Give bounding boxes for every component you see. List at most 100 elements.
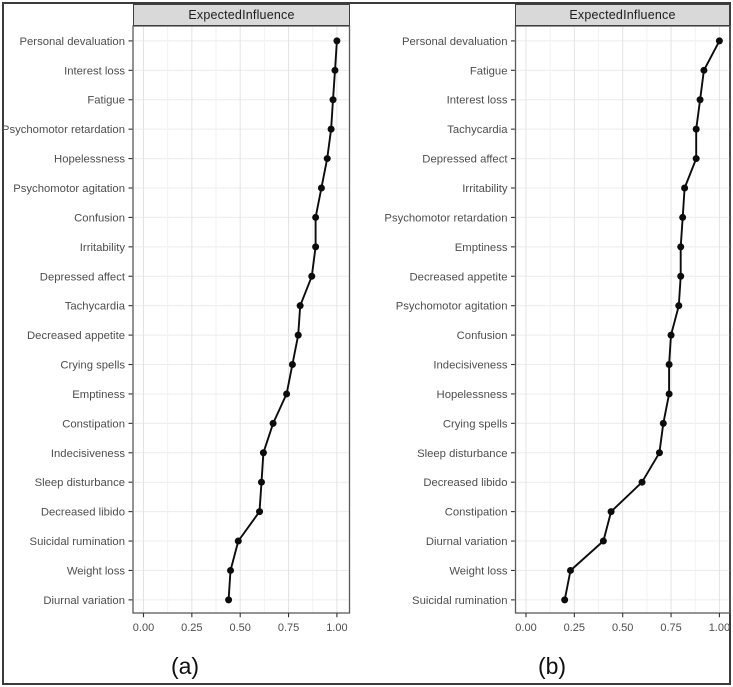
category-label: Psychomotor agitation <box>13 183 125 195</box>
category-label: Weight loss <box>449 565 508 577</box>
category-label: Irritability <box>462 183 508 195</box>
category-label: Constipation <box>445 507 508 519</box>
category-label: Indecisiveness <box>51 448 125 460</box>
category-label: Hopelessness <box>437 389 508 401</box>
facet-strip-b-title: ExpectedInfluence <box>569 8 676 22</box>
data-point <box>333 37 341 45</box>
data-point <box>607 508 615 516</box>
data-point <box>331 66 339 74</box>
panel-b-plot: Personal devaluation Fatigue Interest loss… <box>384 25 731 634</box>
data-point <box>679 213 687 221</box>
category-label: Hopelessness <box>54 154 125 166</box>
data-line <box>227 40 338 600</box>
data-point <box>692 155 700 163</box>
data-point <box>225 596 233 604</box>
x-tick-label: 0.25 <box>564 622 585 634</box>
category-label: Confusion <box>74 212 125 224</box>
data-point <box>700 66 708 74</box>
data-point <box>327 125 335 133</box>
panel-border <box>132 25 351 614</box>
data-point <box>317 184 325 192</box>
data-point <box>257 478 265 486</box>
category-label: Fatigue <box>470 65 508 77</box>
category-label: Crying spells <box>60 360 125 372</box>
category-label: Decreased libido <box>41 507 125 519</box>
category-label: Emptiness <box>455 242 508 254</box>
x-tick-label: 1.00 <box>326 622 347 634</box>
category-label: Decreased appetite <box>27 330 125 342</box>
category-label: Fatigue <box>87 95 125 107</box>
x-tick-label: 0.50 <box>229 622 250 634</box>
data-point <box>665 361 673 369</box>
data-point <box>283 390 291 398</box>
data-point <box>308 272 316 280</box>
category-label: Constipation <box>62 418 125 430</box>
x-tick-label: 0.50 <box>612 622 633 634</box>
x-tick-label: 0.75 <box>278 622 299 634</box>
data-point <box>329 96 337 104</box>
category-label: Tachycardia <box>65 301 126 313</box>
data-point <box>323 155 331 163</box>
data-point <box>677 243 685 251</box>
data-point <box>659 419 667 427</box>
data-point <box>638 478 646 486</box>
category-label: Weight loss <box>67 565 126 577</box>
facet-strip-b: ExpectedInfluence <box>515 4 730 26</box>
x-tick-label: 0.00 <box>515 622 536 634</box>
category-label: Psychomotor agitation <box>396 301 508 313</box>
category-label: Diurnal variation <box>426 536 508 548</box>
data-point <box>665 390 673 398</box>
caption-panel-a: (a) <box>170 653 200 679</box>
data-point <box>288 361 296 369</box>
category-label: Tachycardia <box>447 124 508 136</box>
category-label: Personal devaluation <box>19 36 125 48</box>
data-point <box>566 566 574 574</box>
category-label: Diurnal variation <box>43 595 125 607</box>
data-point <box>234 537 242 545</box>
panel-a-plot: Personal devaluation Interest loss Fatigue… <box>2 25 351 634</box>
category-label: Decreased libido <box>423 477 507 489</box>
x-tick-label: 1.00 <box>709 622 730 634</box>
data-point <box>677 272 685 280</box>
data-point <box>259 449 267 457</box>
caption-panel-b: (b) <box>537 653 567 679</box>
data-point <box>256 508 264 516</box>
category-label: Interest loss <box>447 95 508 107</box>
category-label: Sleep disturbance <box>35 477 125 489</box>
x-tick-label: 0.00 <box>133 622 154 634</box>
data-line <box>563 40 721 601</box>
category-label: Personal devaluation <box>402 36 508 48</box>
facet-strip-a-title: ExpectedInfluence <box>188 8 295 22</box>
category-label: Interest loss <box>64 65 125 77</box>
data-point <box>312 243 320 251</box>
category-label: Crying spells <box>443 418 508 430</box>
data-point <box>667 331 675 339</box>
x-tick-label: 0.75 <box>660 622 681 634</box>
data-point <box>692 125 700 133</box>
facet-strip-a: ExpectedInfluence <box>133 4 350 26</box>
data-point <box>269 419 277 427</box>
category-label: Depressed affect <box>422 154 508 166</box>
data-point <box>294 331 302 339</box>
category-label: Sleep disturbance <box>417 448 507 460</box>
data-point <box>715 37 723 45</box>
data-point <box>681 184 689 192</box>
data-point <box>312 213 320 221</box>
category-label: Irritability <box>80 242 126 254</box>
data-point <box>296 302 304 310</box>
category-label: Emptiness <box>72 389 125 401</box>
x-tick-label: 0.25 <box>181 622 202 634</box>
category-label: Suicidal rumination <box>30 536 125 548</box>
data-point <box>696 96 704 104</box>
category-label: Depressed affect <box>40 271 126 283</box>
category-label: Decreased appetite <box>410 271 508 283</box>
data-point <box>561 596 569 604</box>
category-label: Suicidal rumination <box>412 595 507 607</box>
category-label: Psychomotor retardation <box>384 212 507 224</box>
data-point <box>655 449 663 457</box>
category-label: Psychomotor retardation <box>2 124 125 136</box>
data-point <box>227 566 235 574</box>
data-point <box>599 537 607 545</box>
